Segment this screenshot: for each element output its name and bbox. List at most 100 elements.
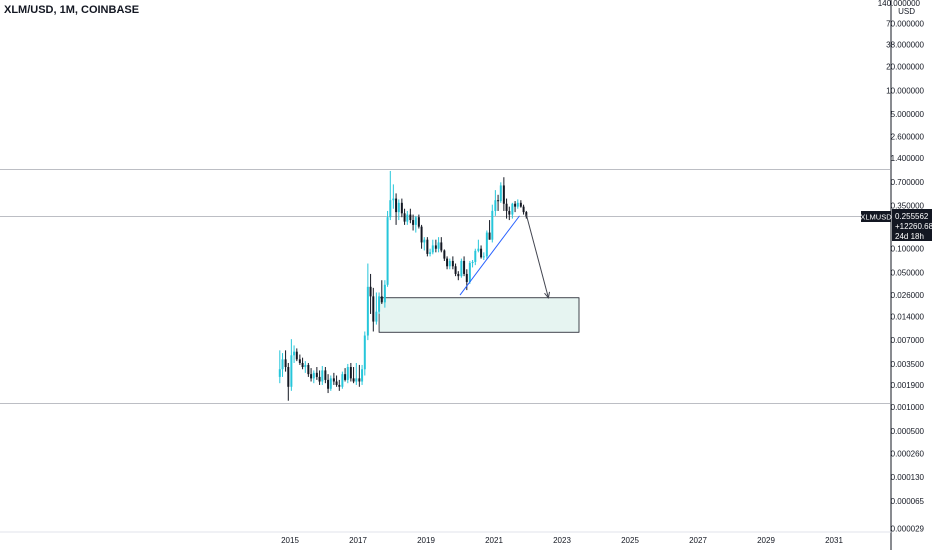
candle-body	[457, 273, 460, 277]
candle	[281, 353, 284, 377]
price-axis-label: 0.007000	[891, 336, 925, 345]
candle-body	[341, 374, 344, 387]
candle	[287, 362, 290, 401]
candle	[380, 280, 383, 305]
time-axis-label: 2019	[417, 536, 435, 545]
candle-body	[482, 256, 485, 258]
candle-body	[525, 212, 528, 217]
candle	[502, 177, 505, 211]
trendline[interactable]	[459, 215, 520, 296]
candle	[355, 362, 358, 385]
candle-body	[332, 378, 335, 382]
candle-body	[284, 359, 287, 368]
candle	[485, 230, 488, 259]
candle-body	[463, 260, 466, 274]
candle-body	[491, 210, 494, 240]
candle	[349, 362, 352, 382]
candle	[293, 345, 296, 363]
candle	[514, 201, 517, 213]
candle	[344, 368, 347, 382]
candle-body	[505, 203, 508, 211]
price-tag-countdown: 24d 18h	[895, 232, 924, 241]
candle-body	[349, 367, 352, 379]
candle-body	[514, 203, 517, 207]
candle-body	[400, 202, 403, 214]
candle-body	[446, 258, 449, 267]
time-axis-labels: 2015 2017 2019 2021 2023 2025 2027 2029 2031	[281, 536, 843, 545]
candle-body	[431, 245, 434, 253]
candle-body	[372, 296, 375, 322]
candle-body	[352, 378, 355, 382]
candle-body	[287, 367, 290, 387]
candle-body	[508, 210, 511, 215]
arrow-line[interactable]	[525, 214, 549, 298]
candle-body	[485, 232, 488, 257]
candle-body	[403, 213, 406, 222]
demand-zone-rect[interactable]	[378, 297, 580, 333]
time-axis-label: 2023	[553, 536, 571, 545]
candle	[460, 258, 463, 278]
candle	[329, 375, 332, 391]
drawings	[459, 214, 551, 299]
candle-body	[460, 260, 463, 277]
symbol-title: XLM/USD, 1M, COINBASE	[4, 4, 140, 16]
candle	[389, 170, 392, 221]
candle	[392, 184, 395, 209]
candle	[448, 258, 451, 270]
candle-body	[522, 206, 525, 213]
candle-body	[318, 376, 321, 382]
candle	[412, 214, 415, 231]
candle	[361, 364, 364, 385]
price-axis-label: 0.000130	[891, 473, 925, 482]
candle	[443, 249, 446, 261]
time-axis-label: 2029	[757, 536, 775, 545]
candle-body	[298, 359, 301, 363]
candle	[409, 208, 412, 224]
candle-body	[321, 370, 324, 382]
candle-body	[380, 296, 383, 303]
candle	[324, 367, 327, 384]
candle-body	[290, 355, 293, 387]
price-axis-label: 0.100000	[891, 245, 925, 254]
candle-body	[392, 198, 395, 201]
candle-body	[363, 335, 366, 370]
candle	[403, 208, 406, 225]
candle	[304, 361, 307, 373]
candle	[386, 210, 389, 287]
candle-body	[409, 214, 412, 221]
candle	[440, 237, 443, 253]
candle-body	[499, 185, 502, 202]
price-tag-symbol: XLMUSD	[860, 213, 892, 222]
candle	[488, 220, 491, 240]
candle-body	[471, 261, 474, 263]
candle-body	[378, 296, 381, 312]
candle	[318, 370, 321, 385]
candle-body	[324, 370, 327, 380]
candle	[480, 245, 483, 259]
price-axis-label: 10.000000	[886, 86, 924, 95]
candle	[310, 368, 313, 382]
candle	[420, 224, 423, 249]
candle-body	[361, 369, 364, 382]
price-axis-label: 20.000000	[886, 63, 924, 72]
candle-body	[480, 248, 483, 258]
price-axis-currency: USD	[898, 7, 915, 16]
candle-body	[414, 217, 417, 225]
price-axis-label: 70.000000	[886, 20, 924, 29]
candle	[454, 263, 457, 277]
price-axis-label: 5.000000	[891, 110, 925, 119]
candle-body	[293, 351, 296, 356]
candles	[278, 170, 528, 401]
candle	[468, 260, 471, 284]
time-axis-label: 2031	[825, 536, 843, 545]
price-axis-label: 0.350000	[891, 202, 925, 211]
candle-body	[327, 379, 330, 389]
candle	[437, 237, 440, 253]
candle-body	[366, 286, 369, 336]
candle-body	[468, 262, 471, 282]
price-axis-label: 0.026000	[891, 291, 925, 300]
candle-body	[451, 260, 454, 267]
candle	[406, 210, 409, 225]
price-axis-label: 0.014000	[891, 312, 925, 321]
